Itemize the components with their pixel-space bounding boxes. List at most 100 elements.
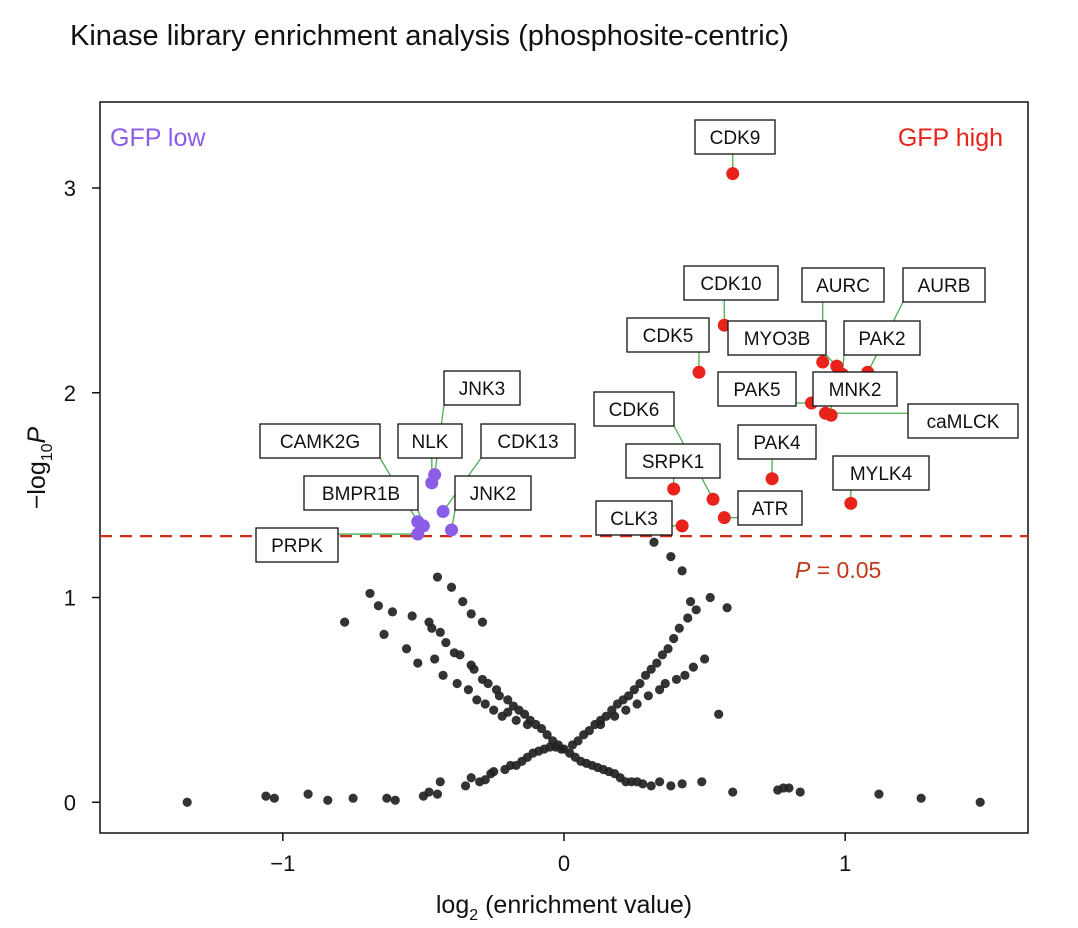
kinase-point-ns — [432, 789, 443, 799]
kinase-point-ns — [916, 793, 926, 803]
kinase-point-ns — [559, 744, 569, 754]
kinase-point-ns — [261, 791, 271, 801]
label-box — [902, 267, 986, 303]
kinase-point-high — [844, 496, 858, 510]
kinase-point-ns — [975, 797, 985, 807]
kinase-point-ns — [646, 781, 656, 791]
kinase-point-high — [692, 365, 706, 379]
label-box — [832, 455, 930, 491]
kinase-point-ns — [666, 781, 676, 791]
kinase-point-ns — [666, 551, 676, 562]
kinase-point-low — [445, 523, 459, 537]
kinase-point-ns — [503, 707, 513, 717]
kinase-point-ns — [573, 736, 583, 746]
kinase-point-ns — [373, 601, 383, 611]
x-tick-label: −1 — [270, 851, 295, 876]
kinase-point-ns — [472, 695, 482, 705]
label-box — [593, 391, 675, 427]
kinase-point-ns — [722, 603, 732, 613]
kinase-point-ns — [640, 670, 651, 680]
kinase-label: PRPK — [271, 536, 323, 557]
kinase-point-ns — [446, 582, 457, 592]
kinase-label: MNK2 — [829, 380, 882, 401]
label-box — [303, 475, 419, 511]
kinase-point-ns — [652, 658, 662, 668]
threshold-label-var: P — [795, 557, 811, 583]
kinase-point-ns — [584, 726, 594, 736]
kinase-point-ns — [688, 662, 698, 672]
kinase-point-ns — [638, 779, 648, 789]
kinase-point-ns — [635, 678, 645, 689]
kinase-point-ns — [382, 793, 392, 803]
kinase-point-ns — [601, 711, 611, 721]
kinase-point-ns — [466, 609, 476, 619]
kinase-label: CDK5 — [643, 326, 694, 347]
kinase-label: caMLCK — [927, 412, 1000, 433]
kinase-point-ns — [685, 597, 696, 607]
kinase-point-ns — [629, 685, 639, 695]
label-box — [683, 265, 779, 301]
kinase-point-ns — [494, 691, 504, 701]
kinase-point-ns — [455, 650, 465, 660]
kinase-point-ns — [340, 617, 350, 627]
kinase-point-ns — [610, 711, 620, 721]
y-axis-label: −log10P — [23, 426, 56, 509]
y-axis-label-sub: 10 — [39, 443, 56, 461]
kinase-point-high — [667, 482, 681, 496]
kinase-point-ns — [542, 730, 552, 740]
kinase-label: CDK10 — [700, 274, 761, 295]
y-tick-label: 3 — [64, 176, 76, 201]
kinase-point-ns — [413, 658, 423, 668]
y-tick-label: 1 — [64, 586, 76, 611]
label-box — [255, 527, 339, 563]
kinase-point-ns — [458, 597, 468, 607]
y-axis-label-prefix: −log — [23, 461, 51, 509]
kinase-point-ns — [489, 705, 499, 715]
label-box — [454, 475, 532, 511]
kinase-point-ns — [536, 723, 547, 734]
kinase-point-ns — [480, 699, 490, 709]
kinase-point-high — [675, 519, 689, 533]
chart-title: Kinase library enrichment analysis (phos… — [70, 20, 789, 52]
x-tick-label: 0 — [558, 851, 570, 876]
kinase-point-ns — [874, 789, 884, 799]
kinase-point-ns — [663, 644, 673, 654]
kinase-point-ns — [323, 795, 333, 805]
kinase-point-ns — [520, 709, 530, 719]
kinase-label: PAK5 — [733, 380, 780, 401]
kinase-point-ns — [522, 719, 533, 730]
kinase-point-ns — [477, 617, 488, 627]
kinase-point-ns — [655, 777, 665, 787]
kinase-point-ns — [503, 695, 513, 705]
label-box — [397, 423, 463, 459]
kinase-point-ns — [595, 719, 606, 730]
kinase-point-ns — [407, 611, 417, 621]
kinase-point-ns — [511, 715, 521, 725]
kinase-point-ns — [624, 691, 634, 701]
kinase-point-ns — [655, 685, 665, 695]
kinase-point-low — [425, 476, 439, 490]
kinase-point-low — [411, 527, 425, 541]
y-axis-label-var: P — [23, 426, 51, 443]
kinase-point-ns — [677, 566, 687, 576]
kinase-point-ns — [660, 678, 670, 689]
label-box — [727, 320, 827, 356]
kinase-point-ns — [466, 773, 476, 783]
kinase-point-ns — [460, 781, 471, 791]
kinase-point-high — [819, 406, 833, 420]
kinase-point-ns — [390, 795, 400, 805]
kinase-point-ns — [303, 789, 313, 799]
label-box — [737, 490, 803, 526]
kinase-label: BMPR1B — [322, 484, 400, 505]
label-box — [259, 423, 381, 459]
label-box — [801, 267, 885, 303]
kinase-point-ns — [674, 623, 684, 633]
kinase-point-low — [436, 505, 450, 519]
kinase-point-high — [765, 472, 779, 486]
kinase-point-ns — [365, 588, 375, 599]
y-tick-label: 0 — [64, 790, 76, 815]
label-box — [480, 423, 576, 459]
kinase-label: CDK6 — [609, 400, 660, 421]
kinase-point-ns — [441, 637, 451, 648]
